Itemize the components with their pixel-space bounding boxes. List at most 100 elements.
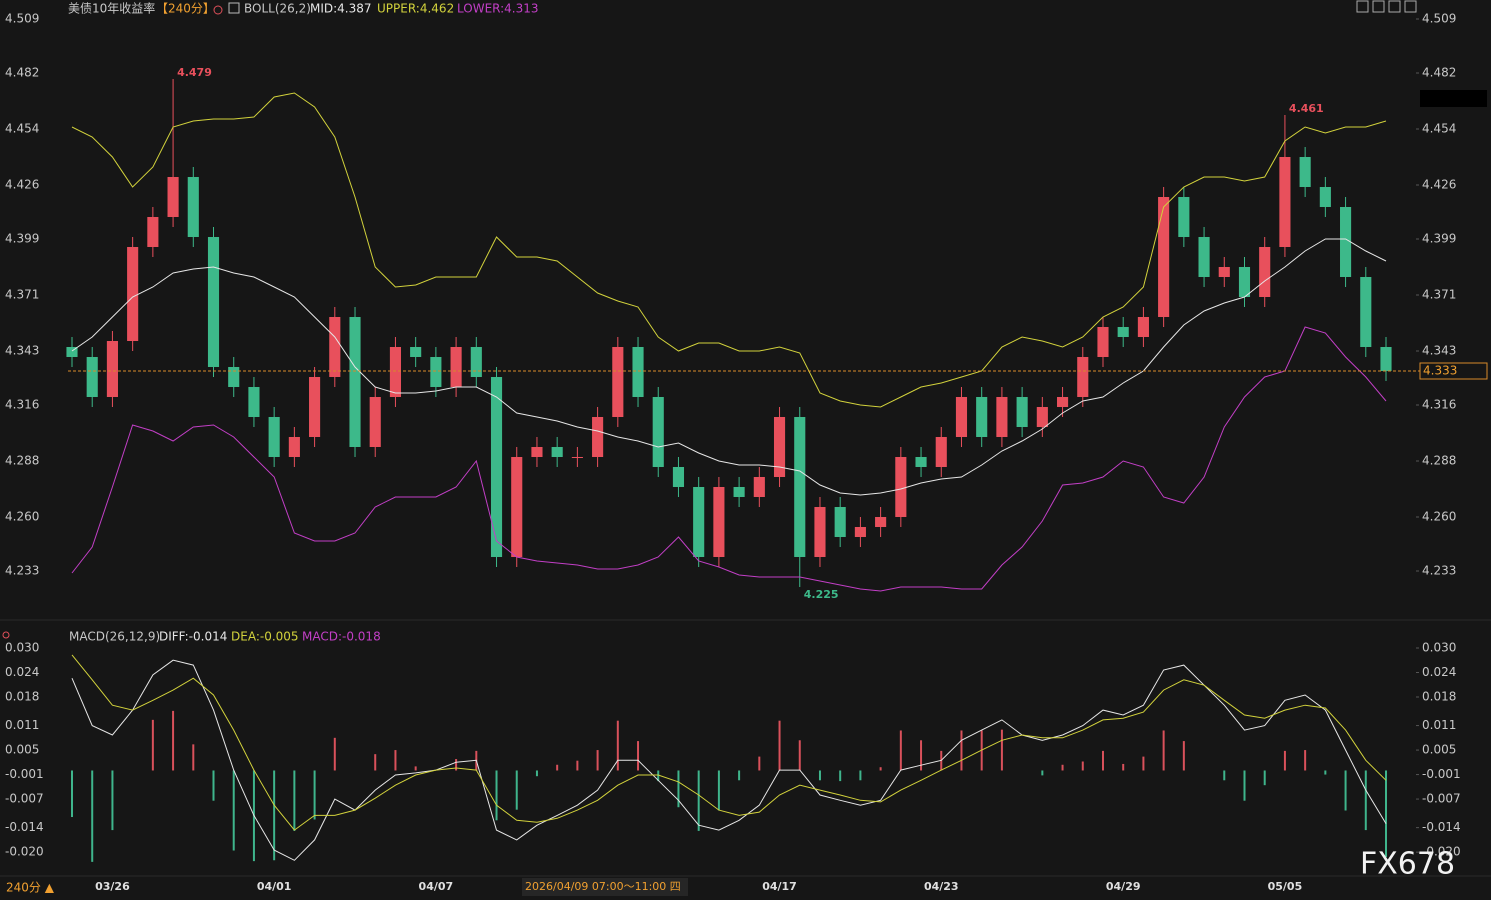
candle-body bbox=[288, 437, 300, 457]
y-tick-label-left: 4.371 bbox=[5, 288, 39, 302]
low-annotation: 4.225 bbox=[804, 588, 839, 601]
candle-body bbox=[753, 477, 765, 497]
candle-body bbox=[127, 247, 139, 341]
macd-line bbox=[71, 659, 1387, 861]
x-tick-label: 04/01 bbox=[257, 880, 292, 893]
y-tick-label-left: 0.030 bbox=[5, 641, 39, 655]
tool-icon[interactable] bbox=[1356, 0, 1369, 13]
y-tick-label-right: 4.233 bbox=[1422, 564, 1456, 578]
candle-body bbox=[1117, 327, 1129, 337]
y-tick-label-left: 4.482 bbox=[5, 66, 39, 80]
blank-box bbox=[1420, 90, 1487, 107]
settings-icon[interactable] bbox=[213, 5, 223, 15]
candle-body bbox=[773, 417, 786, 477]
tool-icon[interactable] bbox=[1388, 0, 1401, 13]
cursor-time-box bbox=[522, 878, 688, 896]
y-tick-label-left: -0.001 bbox=[5, 767, 44, 781]
x-tick-label: 05/05 bbox=[1268, 880, 1303, 893]
y-tick-label-left: 4.343 bbox=[5, 344, 39, 358]
candle-body bbox=[1279, 157, 1291, 247]
cursor-time: 2026/04/09 07:00～11:00 四 bbox=[525, 880, 681, 893]
candle-body bbox=[207, 237, 220, 367]
legend-entry: MID:4.387 bbox=[310, 2, 372, 16]
candle-body bbox=[935, 437, 947, 467]
candle-body bbox=[1360, 277, 1372, 347]
candle-body bbox=[228, 367, 240, 387]
candle-body bbox=[1198, 237, 1210, 277]
candle-body bbox=[814, 507, 826, 557]
candle-body bbox=[632, 347, 644, 397]
indicator-icon[interactable] bbox=[228, 2, 240, 14]
candle-body bbox=[147, 217, 159, 247]
candle-body bbox=[531, 447, 543, 457]
candle-body bbox=[410, 347, 422, 357]
y-tick-label-left: -0.007 bbox=[5, 792, 44, 806]
candle-body bbox=[470, 347, 482, 377]
candle-body bbox=[895, 457, 907, 517]
macd-line bbox=[71, 654, 1387, 831]
y-tick-label-left: 4.260 bbox=[5, 510, 39, 524]
candle-body bbox=[571, 457, 583, 458]
candle-body bbox=[187, 177, 199, 237]
y-tick-label-right: 0.030 bbox=[1422, 641, 1456, 655]
y-tick-label-right: 0.011 bbox=[1422, 718, 1456, 732]
instrument-title: 美债10年收益率 bbox=[68, 1, 155, 16]
y-tick-label-right: 4.454 bbox=[1422, 122, 1456, 136]
candle-body bbox=[693, 487, 705, 557]
candle-body bbox=[1259, 247, 1271, 297]
candle-body bbox=[490, 377, 503, 557]
y-tick-label-left: 0.018 bbox=[5, 689, 39, 703]
y-tick-label-right: 4.260 bbox=[1422, 510, 1456, 524]
y-tick-label-left: 4.426 bbox=[5, 178, 39, 192]
y-tick-label-right: 4.399 bbox=[1422, 232, 1456, 246]
y-tick-label-left: -0.014 bbox=[5, 820, 44, 834]
toolbar bbox=[1356, 0, 1417, 13]
y-tick-label-left: 4.454 bbox=[5, 122, 39, 136]
y-tick-label-left: 4.399 bbox=[5, 232, 39, 246]
legend-entry: MACD:-0.018 bbox=[302, 630, 381, 644]
candle-body bbox=[66, 347, 78, 357]
panel-dot[interactable] bbox=[2, 631, 10, 639]
candle-body bbox=[1238, 267, 1251, 297]
candle-body bbox=[1036, 407, 1048, 427]
candle-body bbox=[1380, 347, 1392, 371]
legend-entry: LOWER:4.313 bbox=[457, 2, 539, 16]
candle-body bbox=[106, 341, 118, 397]
y-tick-label-right: 4.288 bbox=[1422, 454, 1456, 468]
y-tick-label-right: 4.343 bbox=[1422, 344, 1456, 358]
y-tick-label-left: 0.005 bbox=[5, 743, 39, 757]
candle-body bbox=[1218, 267, 1230, 277]
y-tick-label-right: 4.426 bbox=[1422, 178, 1456, 192]
candle-body bbox=[268, 417, 280, 457]
candle-body bbox=[430, 357, 442, 387]
period-tag[interactable]: 【240分】 bbox=[156, 2, 215, 16]
boll-line bbox=[71, 92, 1387, 408]
x-tick-label: 04/29 bbox=[1106, 880, 1141, 893]
last-price-box bbox=[1419, 362, 1488, 380]
candle-body bbox=[1178, 197, 1190, 237]
y-tick-label-left: 0.024 bbox=[5, 665, 39, 679]
candle-body bbox=[1299, 157, 1311, 187]
candle-body bbox=[592, 417, 604, 457]
y-tick-label-right: 4.509 bbox=[1422, 12, 1456, 26]
candle-body bbox=[349, 317, 361, 447]
candle-body bbox=[854, 527, 866, 537]
tool-icon[interactable] bbox=[1404, 0, 1417, 13]
candle-body bbox=[672, 467, 685, 487]
candle-body bbox=[733, 487, 745, 497]
candle-body bbox=[612, 347, 624, 417]
y-tick-label-left: 4.316 bbox=[5, 398, 39, 412]
candle-body bbox=[915, 457, 927, 467]
candle-body bbox=[389, 347, 402, 397]
tool-icon[interactable] bbox=[1372, 0, 1385, 13]
boll-line bbox=[71, 238, 1387, 496]
candle-body bbox=[834, 507, 846, 537]
watermark: FX678 bbox=[1360, 847, 1455, 882]
y-tick-label-right: 4.482 bbox=[1422, 66, 1456, 80]
candle-body bbox=[1097, 327, 1109, 357]
candle-body bbox=[1137, 317, 1149, 337]
y-tick-label-right: 4.371 bbox=[1422, 288, 1456, 302]
footer-period[interactable]: 240分 ▲ bbox=[6, 881, 55, 895]
